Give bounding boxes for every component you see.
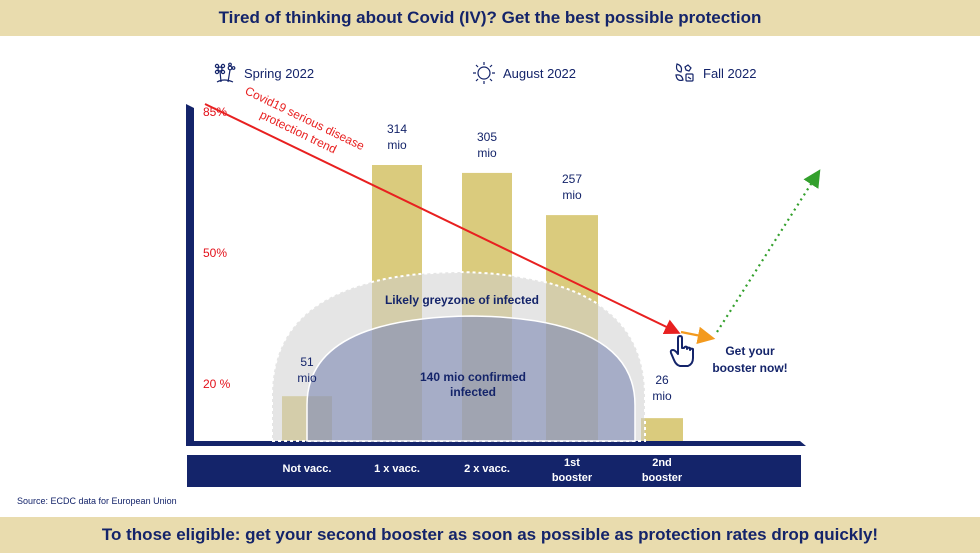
trend-label: Covid19 serious diseaseprotection trend [236, 84, 367, 167]
flowers-icon [214, 62, 236, 83]
footer-banner: To those eligible: get your second boost… [0, 517, 980, 553]
confirmed-area [306, 315, 636, 442]
y-axis [186, 104, 194, 446]
x-axis [186, 441, 806, 446]
season-spring: Spring 2022 [212, 60, 314, 86]
season-label: Fall 2022 [703, 65, 757, 81]
category-label: 2nd booster [642, 457, 683, 484]
bar-value-label: 51 mio [297, 355, 317, 385]
hand-pointer-icon [669, 335, 694, 367]
season-label: Spring 2022 [244, 65, 315, 81]
bar-value-label: 257 mio [562, 172, 582, 202]
footer-message: To those eligible: get your second boost… [101, 525, 879, 544]
protection-tick-label: 85% [203, 105, 227, 119]
category-label: 1 x vacc. [374, 463, 420, 475]
page-title-banner: Tired of thinking about Covid (IV)? Get … [0, 0, 980, 36]
booster-call-to-action: Get your booster now! [712, 344, 787, 375]
season-label: August 2022 [503, 65, 577, 81]
source-note: Source: ECDC data for European Union [17, 496, 177, 506]
protection-tick-label: 20 % [203, 377, 231, 391]
page-title: Tired of thinking about Covid (IV)? Get … [218, 8, 762, 27]
confirmed-label: 140 mio confirmed infected [420, 370, 526, 399]
bar-value-label: 305 mio [477, 130, 497, 160]
category-label: Not vacc. [283, 463, 332, 475]
sun-icon [473, 62, 495, 84]
greyzone-label: Likely greyzone of infected [385, 293, 539, 307]
bar-2nd-booster [641, 418, 683, 441]
protection-rebound-arrow [716, 169, 821, 333]
season-fall: Fall 2022 [671, 60, 756, 86]
protection-trend-line [204, 103, 681, 334]
category-band [187, 455, 801, 487]
protection-tick-label: 50% [203, 246, 227, 260]
category-label: 1st booster [552, 457, 593, 484]
booster-arrow [680, 326, 716, 345]
leaves-icon [675, 63, 694, 82]
category-label: 2 x vacc. [464, 463, 510, 475]
bar-value-label: 26 mio [652, 373, 672, 403]
bar-value-label: 314 mio [387, 122, 407, 152]
season-august: August 2022 [471, 60, 576, 86]
